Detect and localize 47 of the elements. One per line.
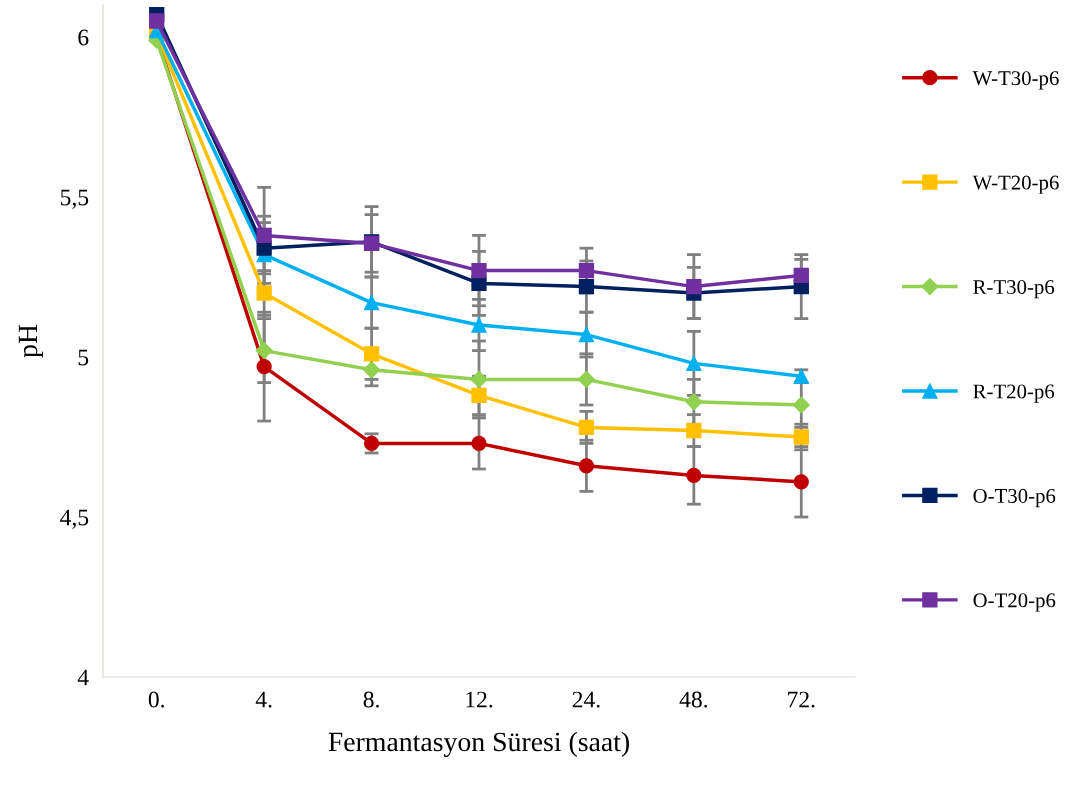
x-tick-label: 12.: [466, 691, 493, 708]
point: [685, 393, 703, 411]
point: [793, 474, 809, 490]
point: [578, 278, 595, 295]
legend-label: O-T20-p6: [973, 593, 1056, 612]
point: [471, 317, 487, 333]
y-tick-label: 5,5: [60, 189, 89, 209]
point: [578, 458, 595, 474]
y-axis-title: pH: [18, 324, 43, 358]
y-tick-label: 6: [78, 29, 89, 46]
y-tick-label: 4,5: [60, 509, 89, 529]
point: [363, 294, 380, 311]
point: [793, 267, 809, 284]
point: [470, 370, 488, 388]
x-tick-label: 24.: [572, 691, 600, 708]
point: [256, 358, 272, 375]
point: [471, 387, 487, 404]
point: [792, 396, 810, 414]
y-tick-label: 5: [78, 349, 89, 366]
x-tick-label: 0.: [148, 691, 165, 708]
legend-label: W-T20-p6: [972, 175, 1059, 194]
y-tick-label: 4: [77, 669, 89, 686]
point: [686, 278, 702, 295]
point: [578, 262, 595, 279]
point: [256, 285, 272, 301]
legend-label: R-T20-p6: [973, 384, 1055, 403]
point: [255, 342, 273, 360]
point: [471, 262, 487, 279]
legend-label: R-T30-p6: [973, 280, 1055, 299]
point: [686, 422, 702, 439]
x-tick-label: 8.: [363, 691, 379, 708]
legend-label: W-T30-p6: [972, 71, 1059, 90]
point: [149, 13, 165, 29]
point: [363, 346, 380, 362]
point: [578, 326, 595, 343]
point: [578, 419, 595, 436]
point: [686, 355, 702, 372]
x-axis-title: Fermantasyon Süresi (saat): [328, 731, 629, 758]
x-tick-label: 48.: [679, 691, 708, 708]
x-tick-label: 72.: [788, 691, 815, 708]
point: [256, 227, 272, 244]
x-tick-label: 4.: [255, 691, 272, 708]
point: [577, 370, 595, 388]
legend-label: O-T30-p6: [973, 488, 1056, 508]
point: [686, 467, 702, 484]
point: [363, 361, 381, 379]
point: [471, 435, 487, 452]
